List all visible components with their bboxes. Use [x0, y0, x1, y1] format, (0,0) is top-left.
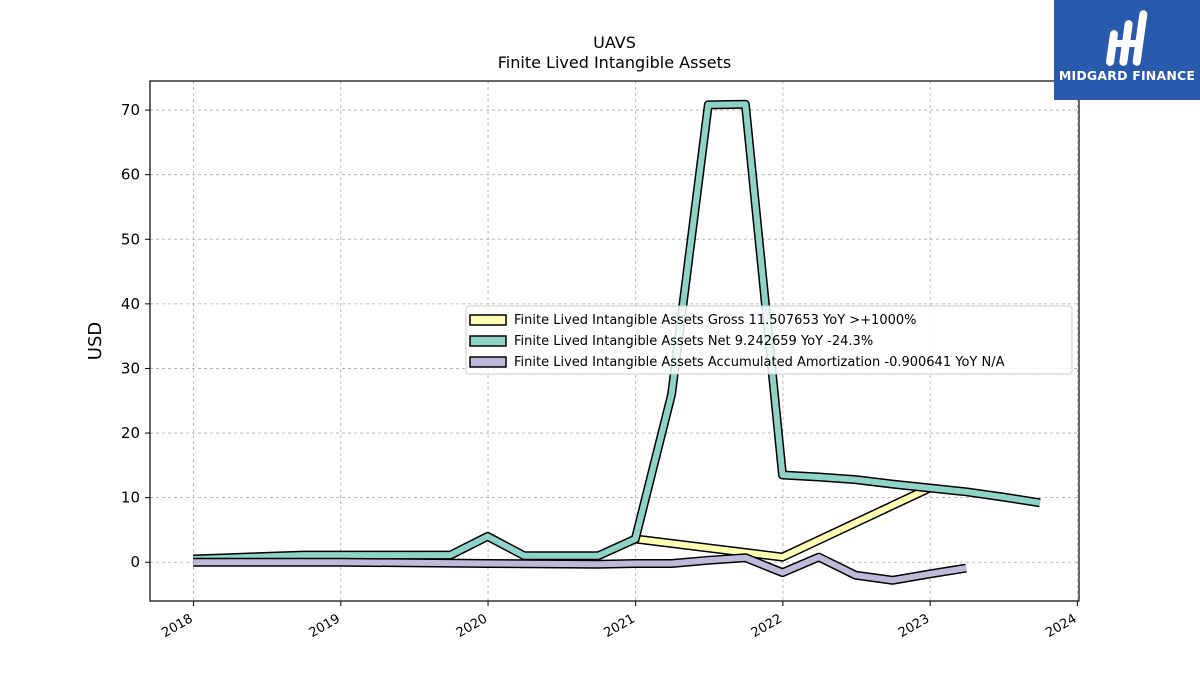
y-tick-label: 50 [121, 230, 140, 248]
plot-frame [149, 80, 1080, 602]
x-tick-label: 2021 [602, 611, 638, 641]
x-tick-label: 2022 [749, 611, 785, 641]
y-tick-label: 40 [121, 295, 140, 313]
legend-swatch [469, 335, 507, 347]
legend-entry: Finite Lived Intangible Assets Net 9.242… [514, 334, 873, 349]
y-tick-label: 70 [121, 101, 140, 119]
series-layer [193, 99, 1041, 585]
chart-subtitle: Finite Lived Intangible Assets [498, 53, 731, 72]
logo-mark-icon [1106, 10, 1148, 66]
y-tick-label: 0 [130, 553, 140, 571]
legend-box [465, 305, 1073, 375]
series-2-line [193, 554, 967, 584]
x-axis: 2018 2019 2020 2021 2022 2023 2024 [159, 601, 1079, 641]
y-tick-label: 60 [121, 166, 140, 184]
midgard-finance-logo: MIDGARD FINANCE [1054, 0, 1200, 100]
y-tick-label: 30 [121, 359, 140, 377]
x-tick-label: 2018 [159, 611, 195, 641]
x-tick-label: 2019 [307, 611, 343, 641]
y-tick-label: 20 [121, 424, 140, 442]
y-axis: 0 10 20 30 40 50 60 70 [121, 101, 150, 571]
y-axis-label: USD [85, 322, 106, 360]
legend: Finite Lived Intangible Assets Gross 11.… [465, 305, 1073, 375]
x-tick-label: 2023 [896, 611, 932, 641]
legend-entry: Finite Lived Intangible Assets Accumulat… [514, 355, 1005, 370]
x-tick-label: 2020 [454, 611, 490, 641]
series-1-line [193, 101, 1041, 562]
series-0-line [635, 485, 931, 561]
legend-swatch [469, 314, 507, 326]
chart-title: UAVS [593, 33, 636, 52]
x-tick-label: 2024 [1043, 611, 1079, 641]
logo-text: MIDGARD FINANCE [1058, 68, 1196, 83]
legend-entry: Finite Lived Intangible Assets Gross 11.… [514, 313, 917, 328]
legend-swatch [469, 356, 507, 368]
y-tick-label: 10 [121, 489, 140, 507]
